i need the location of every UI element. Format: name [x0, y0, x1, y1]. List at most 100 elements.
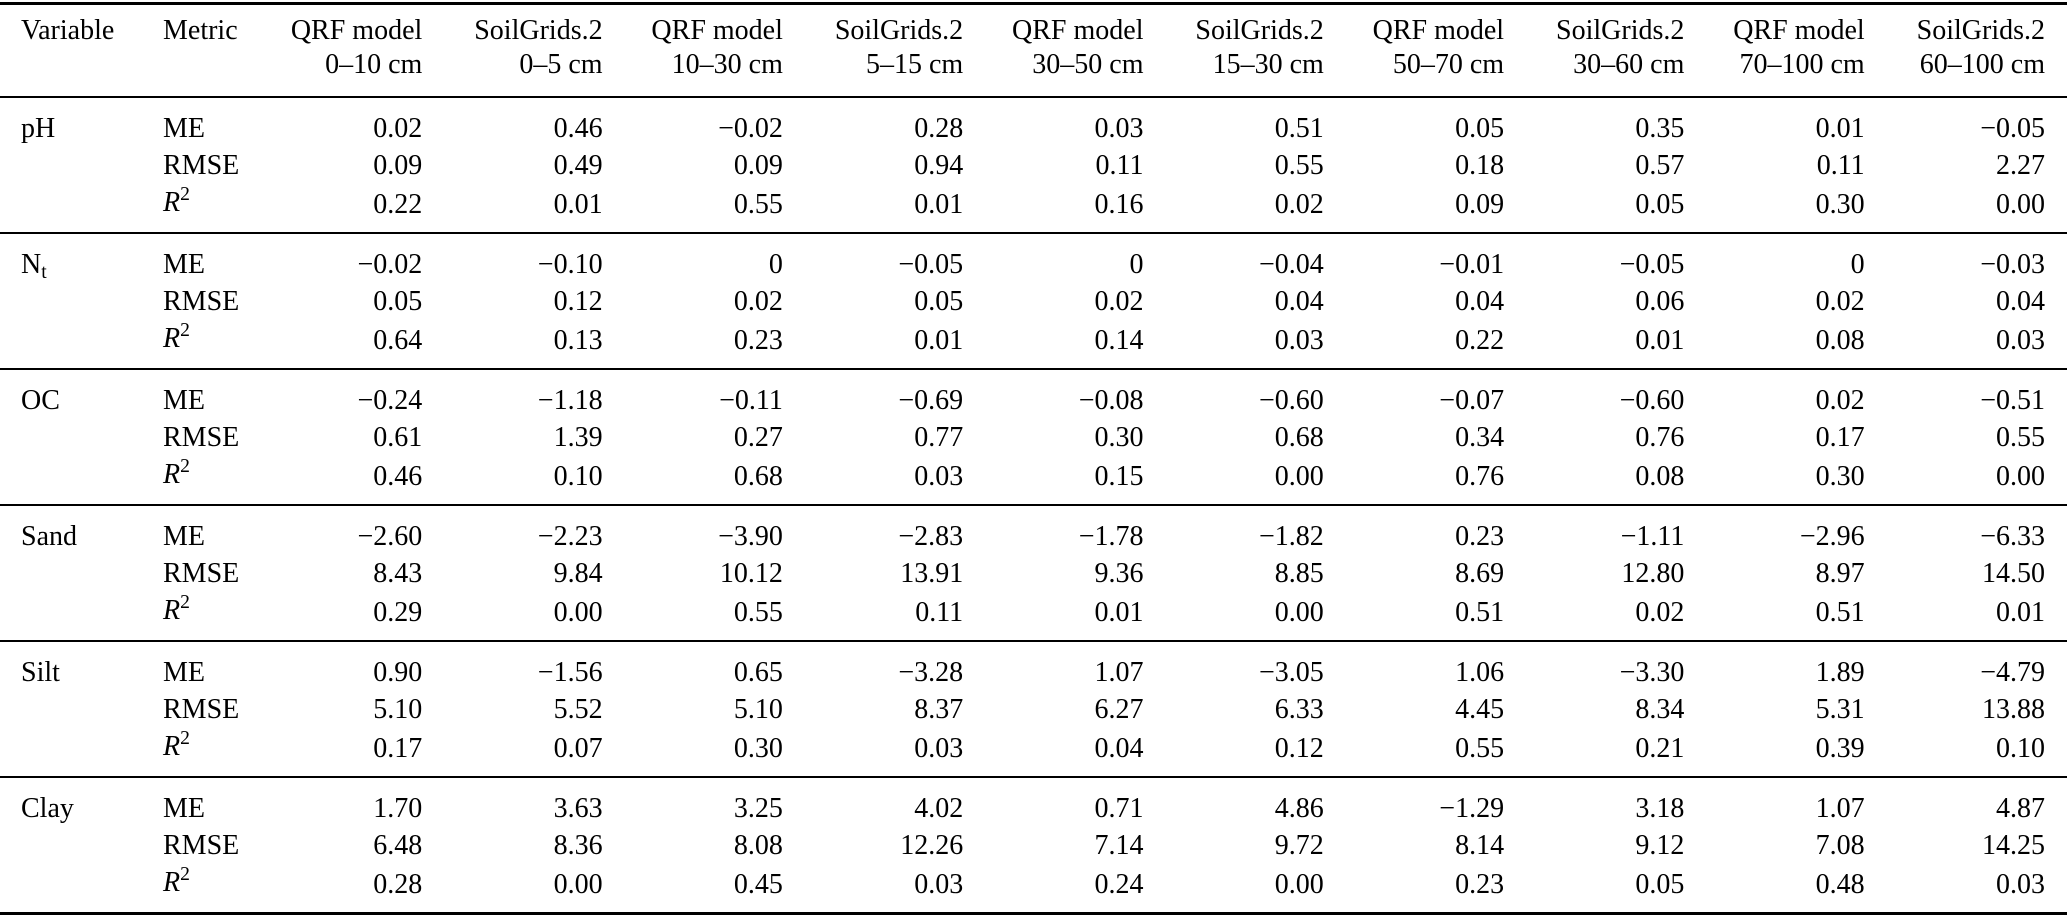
- table-row: RMSE 0.61 1.39 0.27 0.77 0.30 0.68 0.34 0.76 0.17…: [0, 419, 2067, 456]
- value-cell: 0.11: [915, 596, 964, 628]
- column-label: QRF model: [1012, 15, 1144, 46]
- value-cell: 0.05: [1635, 188, 1685, 220]
- value-cell: 0.04: [1455, 286, 1505, 317]
- value-cell: 0.30: [1094, 422, 1144, 453]
- table-row: R2 0.17 0.07 0.30 0.03 0.04 0.12 0.55 0.21 0.39 0.…: [0, 728, 2067, 777]
- value-cell: 0.03: [914, 460, 964, 492]
- value-cell: 0.21: [1635, 732, 1685, 764]
- value-cell: 0.09: [1455, 188, 1505, 220]
- variable-cell: Nt: [0, 233, 142, 369]
- column-header-soilgrids-2-15-30-cm: SoilGrids.2 15–30 cm: [1165, 4, 1345, 98]
- metric-cell: ME: [142, 641, 264, 691]
- value-cell: −0.05: [1980, 113, 2045, 144]
- value-cell: 0.01: [553, 188, 603, 220]
- value-cell: −3.28: [898, 657, 964, 688]
- label-superscript: 2: [180, 864, 190, 886]
- value-cell: 5.10: [373, 694, 423, 725]
- value-cell: 8.08: [733, 830, 783, 861]
- value-cell: −0.04: [1258, 249, 1324, 280]
- value-cell: 0.04: [1996, 286, 2045, 317]
- metric-cell: RMSE: [142, 419, 264, 456]
- value-cell: 0.09: [733, 150, 783, 181]
- value-cell: 0.34: [1455, 422, 1505, 453]
- value-cell: 9.72: [1274, 830, 1324, 861]
- value-cell: 5.52: [553, 694, 603, 725]
- value-cell: −3.05: [1258, 657, 1324, 688]
- value-cell: −0.69: [898, 385, 964, 416]
- column-header-qrf-model-30-50-cm: QRF model 30–50 cm: [985, 4, 1165, 98]
- label-text: Clay: [21, 793, 74, 824]
- value-cell: 0.10: [1996, 732, 2045, 764]
- value-cell: 0.01: [1996, 596, 2045, 628]
- column-header-metric: Metric: [142, 4, 264, 98]
- label-text: RMSE: [163, 694, 240, 725]
- column-label: SoilGrids.2: [1556, 15, 1685, 46]
- label-text: RMSE: [163, 286, 240, 317]
- value-cell: 8.85: [1274, 558, 1324, 589]
- value-cell: 0.03: [1274, 324, 1324, 356]
- value-cell: 0.12: [1274, 732, 1324, 764]
- column-header-qrf-model-10-30-cm: QRF model 10–30 cm: [625, 4, 805, 98]
- value-cell: 1.06: [1455, 657, 1505, 688]
- value-cell: 0.30: [1815, 460, 1865, 492]
- value-cell: 0.02: [1815, 385, 1865, 416]
- value-cell: −0.01: [1439, 249, 1505, 280]
- variable-cell: pH: [0, 97, 142, 233]
- value-cell: 0.28: [373, 868, 423, 900]
- metric-cell: R2: [142, 592, 264, 641]
- value-cell: 6.33: [1274, 694, 1324, 725]
- value-cell: 3.63: [553, 793, 603, 824]
- value-cell: 0.08: [1815, 324, 1865, 356]
- table-row: Nt ME −0.02 −0.10 0 −0.05 0 −0.04 −0.01 −0.05 0 −0.…: [0, 233, 2067, 283]
- column-label: Metric: [163, 15, 238, 46]
- table-row: RMSE 0.05 0.12 0.02 0.05 0.02 0.04 0.04 0.06 0.02…: [0, 283, 2067, 320]
- metric-cell: R2: [142, 320, 264, 369]
- value-cell: 0.05: [373, 286, 423, 317]
- value-cell: 0.04: [1094, 732, 1144, 764]
- value-cell: 0.11: [1816, 150, 1865, 181]
- value-cell: −1.11: [1620, 521, 1685, 552]
- value-cell: 12.80: [1621, 558, 1685, 589]
- value-cell: 0.48: [1815, 868, 1865, 900]
- value-cell: 0.55: [1274, 150, 1324, 181]
- value-cell: −6.33: [1980, 521, 2045, 552]
- table-row: RMSE 0.09 0.49 0.09 0.94 0.11 0.55 0.18 0.57 0.11…: [0, 147, 2067, 184]
- label-text: RMSE: [163, 422, 240, 453]
- value-cell: 0.30: [1815, 188, 1865, 220]
- label-text: OC: [21, 385, 60, 416]
- metric-cell: ME: [142, 777, 264, 827]
- value-cell: −0.24: [357, 385, 423, 416]
- label-text: ME: [163, 657, 205, 688]
- value-cell: 8.37: [914, 694, 964, 725]
- value-cell: 0.12: [553, 286, 603, 317]
- column-label: QRF model: [1372, 15, 1505, 46]
- column-depth-label: 50–70 cm: [1392, 49, 1505, 80]
- label-superscript: 2: [180, 184, 190, 206]
- value-cell: 0.46: [553, 113, 603, 144]
- value-cell: 0.23: [733, 324, 783, 356]
- column-header-soilgrids-2-5-15-cm: SoilGrids.2 5–15 cm: [805, 4, 985, 98]
- value-cell: 0.00: [553, 868, 603, 900]
- value-cell: −0.02: [357, 249, 423, 280]
- value-cell: 9.12: [1635, 830, 1685, 861]
- table-row: RMSE 8.43 9.84 10.12 13.91 9.36 8.85 8.69 12.80 8…: [0, 555, 2067, 592]
- value-cell: 8.69: [1455, 558, 1505, 589]
- value-cell: −1.82: [1258, 521, 1324, 552]
- value-cell: 0.49: [553, 150, 603, 181]
- column-header-soilgrids-2-30-60-cm: SoilGrids.2 30–60 cm: [1526, 4, 1706, 98]
- value-cell: 0.01: [1815, 113, 1865, 144]
- value-cell: 8.36: [553, 830, 603, 861]
- value-cell: 0.28: [914, 113, 964, 144]
- value-cell: −2.83: [898, 521, 964, 552]
- value-cell: 9.84: [553, 558, 603, 589]
- column-label: SoilGrids.2: [474, 15, 603, 46]
- label-text: N: [21, 249, 42, 280]
- label-subscript: t: [41, 261, 47, 283]
- value-cell: 0.35: [1635, 113, 1685, 144]
- metric-cell: RMSE: [142, 827, 264, 864]
- value-cell: 0: [768, 249, 783, 280]
- value-cell: 8.34: [1635, 694, 1685, 725]
- label-text: RMSE: [163, 558, 240, 589]
- value-cell: 0: [1850, 249, 1865, 280]
- value-cell: 6.48: [373, 830, 423, 861]
